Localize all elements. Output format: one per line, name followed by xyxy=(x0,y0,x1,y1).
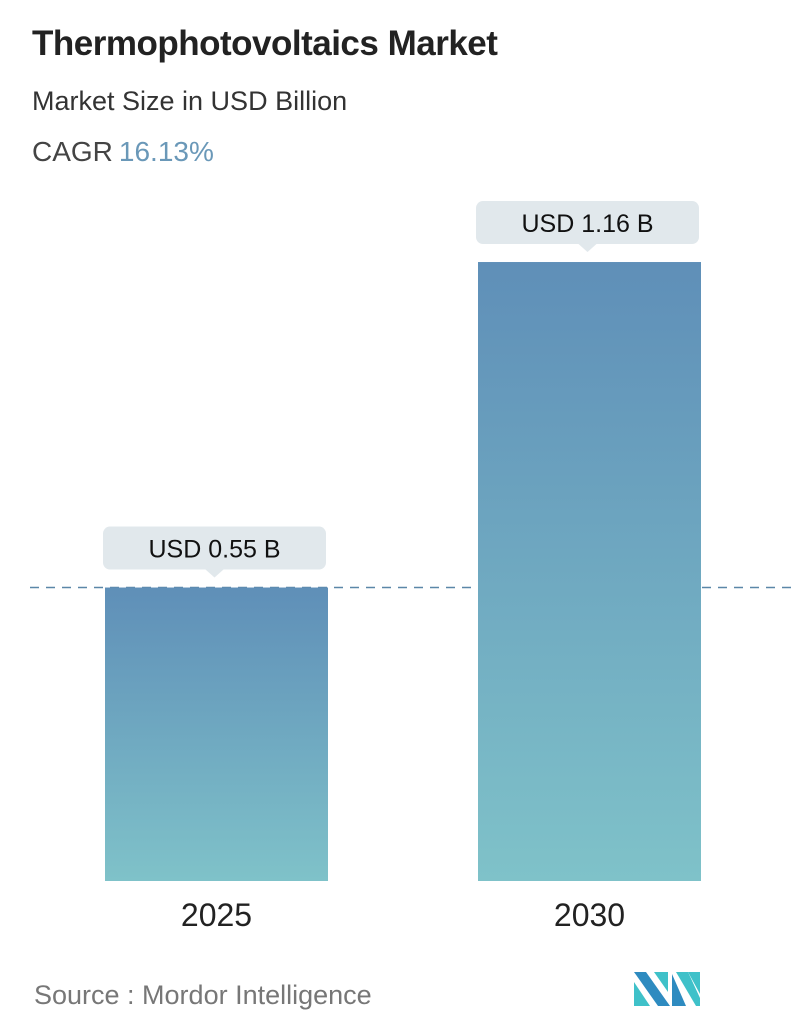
x-tick-label: 2025 xyxy=(181,897,252,933)
data-label: USD 1.16 B xyxy=(521,210,653,238)
data-label-pointer xyxy=(205,569,224,578)
bar-2030 xyxy=(478,262,701,881)
mordor-logo xyxy=(634,972,700,1006)
data-label-box xyxy=(476,201,699,245)
chart-title: Thermophotovoltaics Market xyxy=(32,24,498,63)
source-text: Source : Mordor Intelligence xyxy=(34,980,372,1010)
data-label-pointer xyxy=(578,244,597,253)
cagr-value: 16.13% xyxy=(118,136,214,167)
data-label-box xyxy=(103,526,326,570)
cagr-label: CAGR xyxy=(32,136,113,167)
data-label: USD 0.55 B xyxy=(148,536,280,564)
chart-subtitle: Market Size in USD Billion xyxy=(32,86,348,116)
bar-2025 xyxy=(105,587,328,881)
cagr: CAGR 16.13% xyxy=(32,136,214,168)
x-tick-label: 2030 xyxy=(554,897,625,933)
